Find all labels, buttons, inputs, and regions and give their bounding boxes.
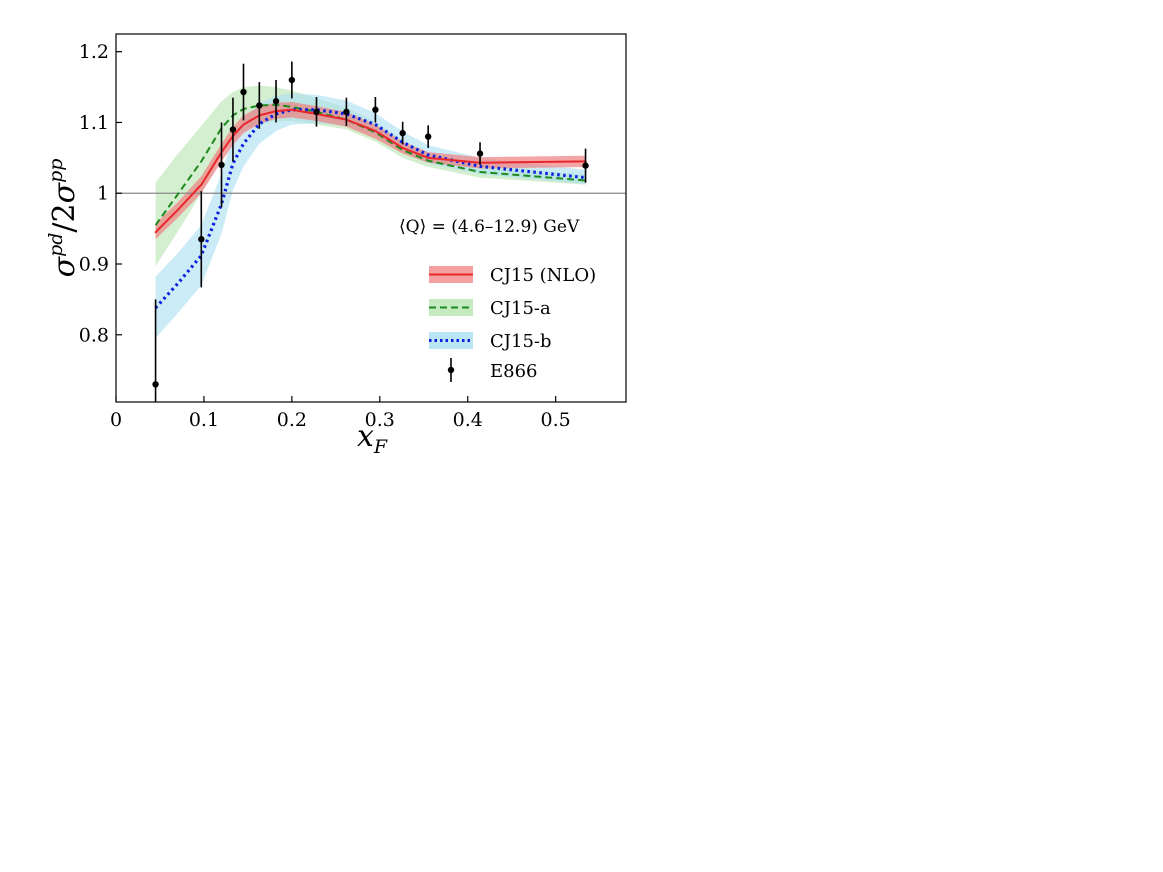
e866-marker xyxy=(240,88,247,96)
e866-marker xyxy=(218,161,225,169)
legend-label-e866: E866 xyxy=(490,361,538,382)
y-title-slash: / xyxy=(47,222,82,233)
e866-marker xyxy=(424,133,432,140)
e866-point xyxy=(313,96,320,127)
e866-point xyxy=(272,80,280,123)
e866-point xyxy=(256,82,263,129)
legend: CJ15 (NLO) CJ15-a CJ15-b E866 xyxy=(429,265,596,382)
curve-cj15-nlo xyxy=(154,108,587,234)
q-range-annotation: ⟨Q⟩ = (4.6–12.9) GeV xyxy=(399,217,580,237)
plot-frame xyxy=(115,33,627,403)
legend-marker-e866 xyxy=(447,366,455,374)
e866-point xyxy=(229,97,237,162)
e866-marker xyxy=(256,102,263,109)
y-title-den-sup: pp xyxy=(45,159,67,183)
e866-point xyxy=(198,191,205,288)
e866-point xyxy=(399,121,406,145)
x-tick-label: 0.5 xyxy=(541,409,571,431)
e866-marker xyxy=(343,108,350,116)
e866-marker xyxy=(229,126,237,133)
y-title-num-sym: σ xyxy=(47,255,82,277)
y-tick-label: 1.2 xyxy=(79,41,109,63)
legend-label-cj15-nlo: CJ15 (NLO) xyxy=(490,265,596,286)
e866-point xyxy=(424,125,432,148)
curve-cj15-a xyxy=(154,103,586,226)
e866-point xyxy=(476,142,484,165)
e866-point xyxy=(288,61,296,99)
y-axis-ticks: 0.8 0.9 1 1.1 1.2 xyxy=(79,41,122,346)
x-tick-label: 0.3 xyxy=(365,409,395,431)
y-tick-label: 1.1 xyxy=(79,112,109,134)
e866-point xyxy=(152,299,159,402)
legend-entry-cj15-nlo: CJ15 (NLO) xyxy=(429,265,596,286)
x-axis-ticks: 0 0.1 0.2 0.3 0.4 0.5 xyxy=(110,396,571,431)
data-points xyxy=(152,61,589,402)
e866-point xyxy=(582,148,589,183)
e866-marker xyxy=(288,76,296,84)
e866-point xyxy=(343,97,350,126)
e866-marker xyxy=(372,106,379,113)
legend-label-cj15-a: CJ15-a xyxy=(490,298,551,319)
e866-point xyxy=(240,63,247,121)
e866-marker xyxy=(198,236,205,243)
e866-marker xyxy=(399,129,406,137)
x-tick-label: 0 xyxy=(110,409,122,431)
x-tick-label: 0.1 xyxy=(189,409,219,431)
e866-marker xyxy=(582,162,589,169)
y-tick-label: 0.9 xyxy=(79,254,109,276)
y-title-num-sup: pd xyxy=(45,233,67,257)
e866-marker xyxy=(272,98,280,105)
y-title-den-sym: σ xyxy=(47,181,82,203)
curve-cj15-b xyxy=(154,108,586,309)
y-axis-title: σpd/2σpp xyxy=(45,159,82,278)
legend-label-cj15-b: CJ15-b xyxy=(490,331,552,352)
x-axis-title-sub: F xyxy=(373,436,388,458)
y-tick-label: 0.8 xyxy=(79,324,109,346)
e866-point xyxy=(372,96,379,123)
y-title-den-pre: 2 xyxy=(47,203,82,222)
theory-curves xyxy=(154,103,587,309)
y-tick-label: 1 xyxy=(97,183,109,205)
e866-marker xyxy=(152,381,159,388)
e866-marker xyxy=(476,150,484,157)
legend-entry-e866: E866 xyxy=(447,358,538,382)
x-tick-label: 0.4 xyxy=(453,409,483,431)
e866-point xyxy=(218,122,225,208)
x-axis-title-var: x xyxy=(357,419,374,454)
x-axis-title: xF xyxy=(357,419,388,458)
e866-marker xyxy=(313,108,320,116)
legend-entry-cj15-a: CJ15-a xyxy=(429,298,551,319)
legend-entry-cj15-b: CJ15-b xyxy=(429,331,552,352)
x-tick-label: 0.2 xyxy=(277,409,307,431)
